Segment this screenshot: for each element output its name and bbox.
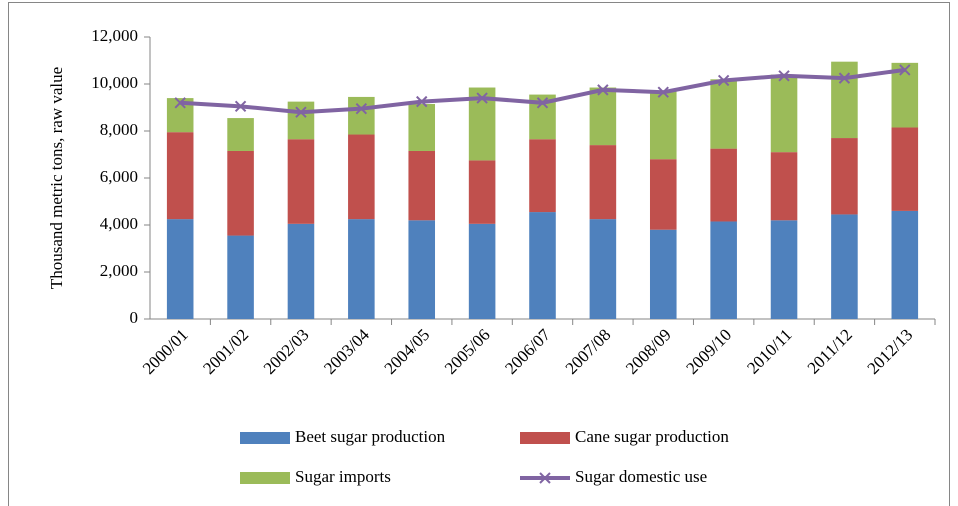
bar-segment [468,160,496,224]
line-marker [536,97,549,109]
y-axis-title: Thousand metric tons, raw value [47,67,66,289]
line-marker [476,92,488,104]
line-marker [597,84,609,96]
chart-frame [8,2,950,506]
line-marker [234,100,247,113]
bar-segment [649,159,677,230]
bar-segment [348,96,375,135]
x-tick-label: 2004/05 [380,325,433,378]
bar-segment [408,220,436,319]
bar-segment [227,118,254,151]
x-tick-label: 2003/04 [320,325,373,378]
line-marker [778,70,790,82]
bar-segment [770,152,798,221]
legend-swatch [240,472,290,484]
bar-segment [891,127,919,211]
bar-segment [589,219,617,319]
y-tick-label: 10,000 [91,73,138,92]
y-tick-label: 4,000 [100,214,138,233]
line-marker [838,72,851,84]
line-marker [416,95,428,108]
bar-segment [287,101,315,140]
bar-segment [287,223,315,319]
x-tick-label: 2011/12 [804,325,856,377]
legend-marker [539,472,551,484]
x-tick-label: 2001/02 [199,325,252,378]
x-tick-label: 2007/08 [562,325,615,378]
y-tick-label: 2,000 [100,261,138,280]
x-tick-label: 2012/13 [864,325,917,378]
bar-segment [227,150,254,236]
line-marker [657,86,669,98]
legend-label: Sugar imports [295,467,391,486]
x-tick-label: 2005/06 [441,325,494,378]
x-tick-label: 2000/01 [139,325,192,378]
y-tick-label: 0 [130,308,139,327]
bar-segment [831,214,858,319]
line-marker [899,64,911,76]
line-marker [295,106,307,118]
bar-segment [770,74,798,153]
legend-label: Sugar domestic use [575,467,707,486]
x-tick-label: 2010/11 [743,325,795,377]
bar-segment [287,139,315,224]
x-tick-label: 2009/10 [682,325,735,378]
bar-segment [529,212,556,319]
legend-label: Cane sugar production [575,427,729,446]
x-tick-label: 2006/07 [501,325,554,378]
bar-segment [468,223,496,319]
legend-swatch [240,432,290,444]
bar-segment [348,134,375,220]
x-tick-label: 2002/03 [260,325,313,378]
bar-segment [891,62,919,128]
line-marker [174,97,186,109]
legend-label: Beet sugar production [295,427,446,446]
bar-segment [770,220,798,319]
bar-segment [408,150,436,221]
bar-segment [166,219,194,319]
bar-segment [649,91,677,160]
bar-segment [710,221,737,319]
bar-segment [166,132,194,220]
legend-swatch [520,432,570,444]
bar-segment [348,219,375,319]
bar-segment [891,210,919,319]
bar-segment [408,103,436,151]
line-marker [355,102,368,115]
bar-segment [589,145,617,220]
y-tick-label: 6,000 [100,167,138,186]
y-tick-label: 8,000 [100,120,138,139]
line-marker [717,74,730,87]
bar-segment [649,229,677,319]
bar-segment [710,148,737,222]
bar-segment [831,61,858,139]
bar-segment [710,79,737,149]
x-tick-label: 2008/09 [622,325,675,378]
bar-segment [831,138,858,215]
y-tick-label: 12,000 [91,26,138,45]
bar-segment [227,235,254,319]
bar-segment [529,139,556,213]
bar-segment [589,87,617,146]
